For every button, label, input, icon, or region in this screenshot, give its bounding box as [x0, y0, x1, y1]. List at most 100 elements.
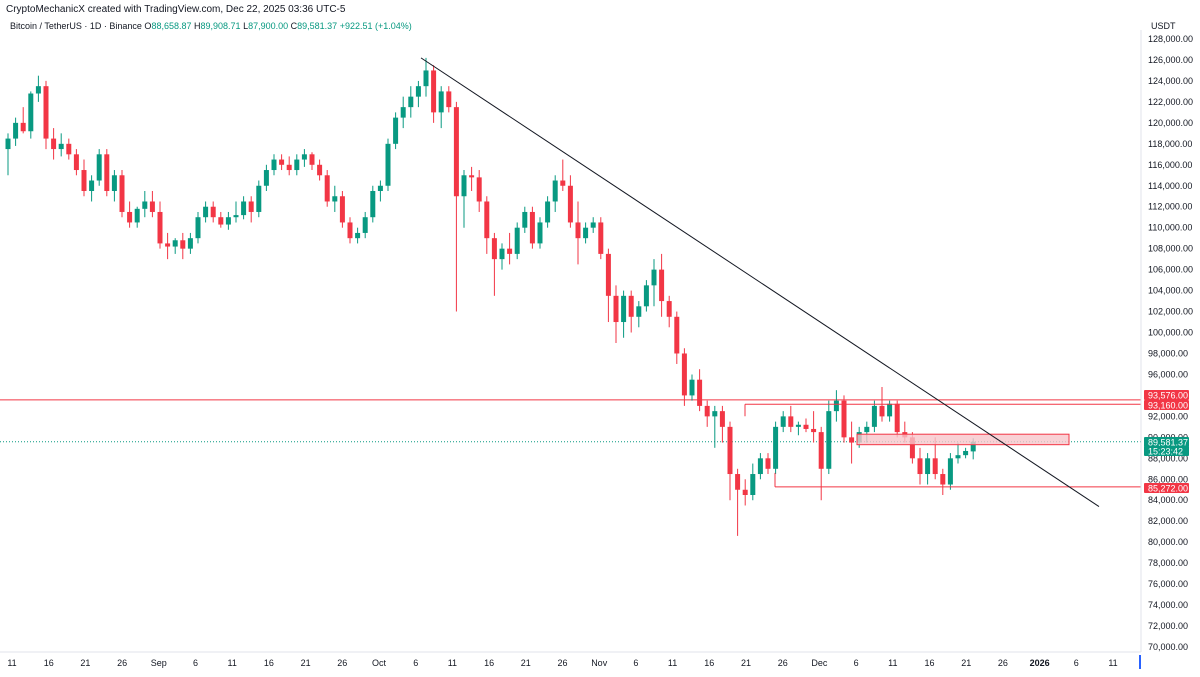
candle-body [324, 175, 330, 202]
candle-body [5, 138, 11, 150]
candle-body [271, 159, 277, 171]
y-tick-label: 70,000.00 [1148, 642, 1188, 652]
candle-body [362, 217, 368, 233]
y-tick-label: 96,000.00 [1148, 369, 1188, 379]
candle-body [263, 170, 269, 186]
descending-trendline [420, 57, 1100, 507]
candle-body [499, 248, 505, 260]
candle-body [659, 269, 665, 302]
candle-body [248, 201, 254, 212]
candle-body [605, 253, 611, 296]
candle-body [400, 107, 406, 118]
candle-body [742, 489, 748, 495]
candle-body [788, 416, 794, 427]
candle-body [355, 232, 361, 239]
x-tick-label: 21 [521, 658, 531, 668]
candle-body [818, 432, 824, 469]
change-value: +922.51 (+1.04%) [339, 21, 412, 31]
candle-body [415, 86, 421, 97]
candle-body [955, 455, 961, 459]
x-tick-label: 11 [1108, 658, 1117, 668]
candle-body [279, 159, 285, 165]
y-tick-label: 84,000.00 [1148, 495, 1188, 505]
x-tick-label: 26 [337, 658, 347, 668]
y-tick-label: 126,000.00 [1148, 55, 1193, 65]
price-tag [1144, 483, 1189, 493]
price-tag-label: 85,272.00 [1148, 484, 1188, 494]
y-tick-label: 80,000.00 [1148, 537, 1188, 547]
x-axis[interactable]: 11 16 21 26 Sep 6 11 16 21 26 Oct 6 11 16 21 26 Nov 6 11 16… [7, 655, 1141, 669]
candle-body [453, 107, 459, 197]
open-value: 88,658.87 [151, 21, 192, 31]
x-tick-label: 26 [998, 658, 1008, 668]
y-tick-label: 120,000.00 [1148, 118, 1193, 128]
y-tick-label: 86,000.00 [1148, 474, 1188, 484]
x-tick-label: 11 [7, 658, 16, 668]
candle-body [431, 70, 437, 113]
candle-body [233, 215, 239, 218]
x-tick-label: 16 [924, 658, 934, 668]
candle-body [35, 86, 41, 94]
attribution-text: CryptoMechanicX created with TradingView… [6, 4, 346, 15]
x-tick-label: 21 [301, 658, 311, 668]
price-tag [1144, 400, 1189, 410]
symbol-name: Bitcoin / TetherUS · 1D · Binance [10, 21, 142, 31]
y-tick-label: 108,000.00 [1148, 244, 1193, 254]
candle-body [963, 450, 969, 456]
low-value: 87,900.00 [248, 21, 289, 31]
candle-body [172, 240, 178, 247]
candle-body [203, 206, 209, 218]
candle-body [461, 175, 467, 197]
candle-body [970, 441, 976, 452]
candle-body [590, 222, 596, 228]
y-tick-label: 72,000.00 [1148, 621, 1188, 631]
candle-body [476, 177, 482, 202]
candle-body [13, 122, 19, 139]
candle-body [241, 201, 247, 216]
candle-body [127, 211, 133, 223]
candle-body [666, 301, 672, 317]
candle-body [210, 206, 216, 218]
candle-body [195, 217, 201, 239]
levels-layer [0, 399, 1141, 443]
candle-body [545, 201, 551, 223]
candle-body [917, 458, 923, 475]
x-tick-label: 16 [264, 658, 274, 668]
candle-body [332, 196, 338, 202]
price-tag [1144, 437, 1189, 447]
candle-body [66, 143, 72, 155]
x-tick-label: 11 [448, 658, 457, 668]
candle-body [157, 211, 163, 244]
x-tick-label: Oct [372, 658, 387, 668]
candle-body [833, 400, 839, 412]
x-tick-label: Nov [591, 658, 608, 668]
y-tick-label: 104,000.00 [1148, 286, 1193, 296]
candle-body [165, 243, 171, 247]
candle-body [347, 222, 353, 239]
x-tick-label: Dec [811, 658, 828, 668]
price-tag-label: 93,160.00 [1148, 401, 1188, 411]
y-tick-label: 98,000.00 [1148, 348, 1188, 358]
high-label: H [194, 21, 201, 31]
candle-body [803, 424, 809, 429]
y-tick-label: 122,000.00 [1148, 97, 1193, 107]
candle-body [58, 143, 64, 150]
candle-body [773, 426, 779, 469]
price-tag [1144, 390, 1189, 400]
candle-body [841, 400, 847, 438]
candle-body [218, 217, 224, 225]
x-tick-label: 6 [1074, 658, 1079, 668]
x-tick-label: 26 [557, 658, 567, 668]
candle-body [947, 458, 953, 485]
x-tick-label: 11 [668, 658, 677, 668]
candle-body [575, 222, 581, 239]
x-tick-label: 26 [778, 658, 788, 668]
y-axis[interactable]: 128,000.00 126,000.00 124,000.00 122,000.00… [1148, 34, 1193, 652]
x-tick-label: 21 [741, 658, 751, 668]
y-tick-label: 78,000.00 [1148, 558, 1188, 568]
candle-body [674, 316, 680, 354]
low-label: L [243, 21, 249, 31]
candle-body [484, 201, 490, 239]
